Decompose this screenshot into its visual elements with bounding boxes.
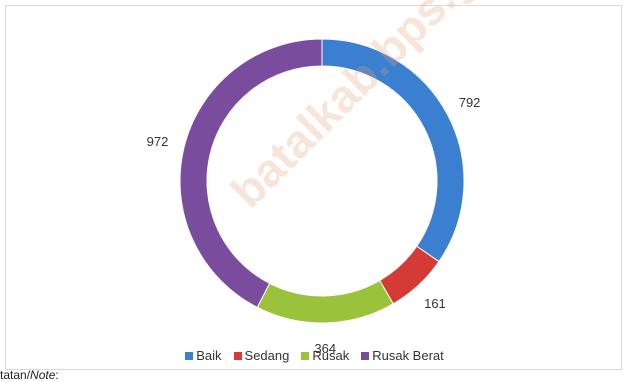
legend-swatch	[185, 351, 194, 360]
data-label-rusak: 364	[314, 340, 337, 356]
donut-slice-rusak	[256, 279, 394, 324]
legend-item-baik: Baik	[185, 348, 222, 363]
legend-swatch	[301, 351, 310, 360]
note-suffix: :	[55, 368, 59, 382]
donut-chart	[179, 38, 465, 324]
donut-slice-baik	[321, 38, 465, 263]
legend-label: Sedang	[244, 348, 290, 363]
note-label: tatan/Note:	[0, 368, 59, 382]
legend-label: Rusak Berat	[372, 348, 444, 363]
legend-swatch	[233, 351, 242, 360]
data-label-baik: 792	[458, 94, 481, 110]
chart-frame: 792 161 364 972 Baik Sedang Rusak Rusak Berat	[5, 5, 622, 370]
legend-swatch	[361, 351, 370, 360]
data-label-rusak-berat: 972	[146, 133, 169, 149]
legend-label: Rusak	[312, 348, 350, 363]
note-italic: Note	[30, 368, 56, 382]
legend-item-rusak-berat: Rusak Berat	[361, 348, 444, 363]
legend-item-sedang: Sedang	[233, 348, 290, 363]
legend-label: Baik	[196, 348, 222, 363]
data-label-sedang: 161	[424, 296, 446, 312]
legend-item-rusak: Rusak	[301, 348, 349, 363]
legend: Baik Sedang Rusak Rusak Berat	[6, 348, 623, 363]
donut-slice-rusak-berat	[179, 38, 323, 309]
note-prefix: tatan/	[0, 368, 31, 382]
